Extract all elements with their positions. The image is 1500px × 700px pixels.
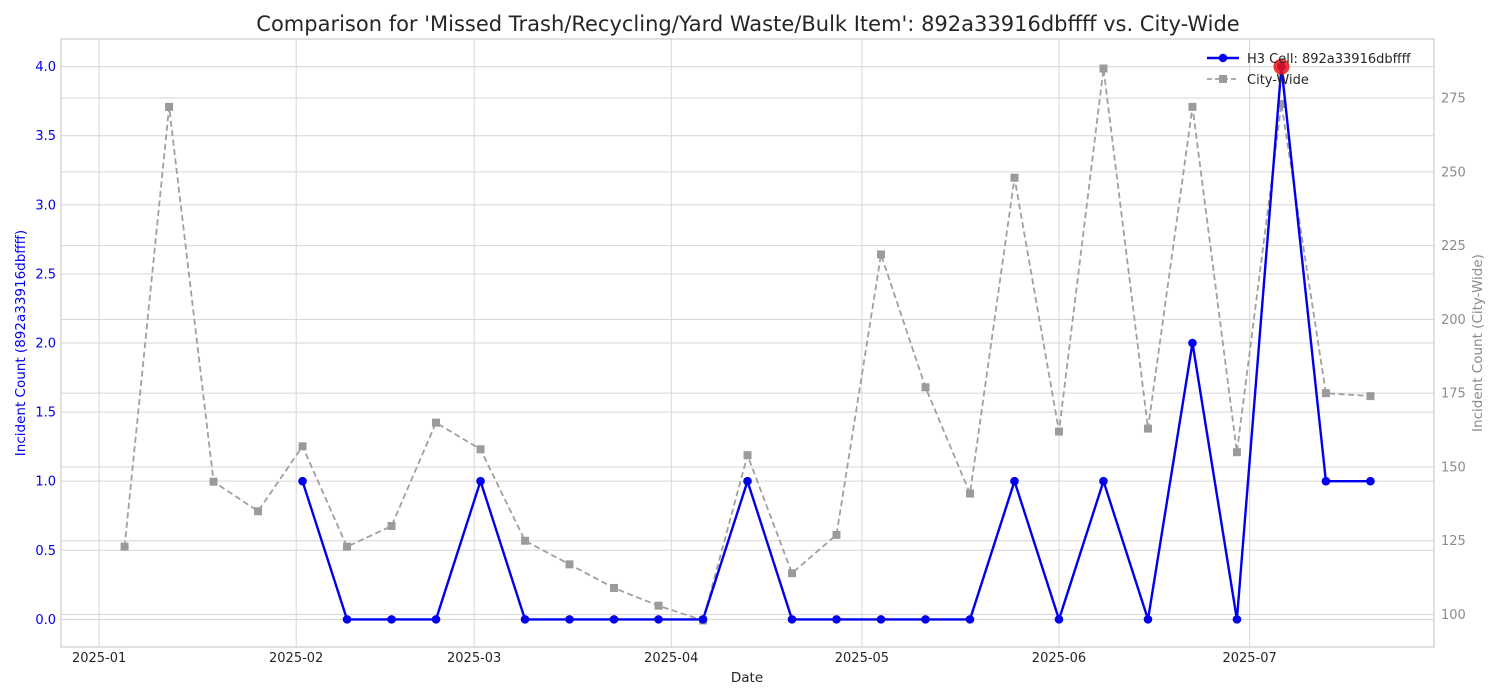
citywide-point [209,477,218,486]
citywide-point [1188,102,1197,111]
citywide-point [120,542,129,551]
left-y-tick-label: 2.0 [35,337,56,352]
h3-cell-point [1232,615,1242,624]
citywide-line [123,68,1371,622]
citywide-point [1277,99,1286,108]
left-y-tick-label: 3.5 [35,129,56,144]
citywide-point [743,451,752,460]
x-tick-label: 2025-05 [835,651,889,666]
h3-cell-point [609,615,619,624]
right-y-tick-label: 150 [1441,460,1466,475]
x-tick-label: 2025-07 [1222,651,1276,666]
grid [61,39,1434,647]
left-y-tick-label: 0.5 [35,544,56,559]
citywide-point [787,569,796,578]
citywide-point [387,521,396,530]
h3-cell-point [1010,476,1019,486]
x-tick-label: 2025-01 [72,651,126,666]
legend-label-h3: H3 Cell: 892a33916dbffff [1247,52,1412,67]
citywide-point [654,601,663,610]
x-tick-label: 2025-02 [269,651,323,666]
h3-cell-point [1099,476,1108,486]
left-y-tick-label: 2.5 [35,267,56,282]
left-y-tick-label: 1.5 [35,406,56,421]
left-y-tick-label: 3.0 [35,198,56,213]
right-y-tick-label: 125 [1441,534,1466,549]
legend-marker-citywide [1219,75,1227,83]
citywide-point [165,102,174,111]
legend: H3 Cell: 892a33916dbffff City-Wide [1207,52,1412,88]
left-y-axis-label: Incident Count (892a33916dbffff) [13,230,29,456]
citywide-point [1366,392,1375,401]
h3-cell-point [1143,615,1153,624]
h3-cell-point [1321,476,1331,486]
citywide-point [1143,424,1152,433]
citywide-point [476,445,485,454]
h3-cell-point [743,476,752,486]
h3-cell-point [387,615,396,624]
h3-cell-point [476,476,485,486]
citywide-point [1099,64,1108,73]
chart-title: Comparison for 'Missed Trash/Recycling/Y… [256,12,1239,36]
series-layer [120,58,1375,625]
citywide-point [1232,448,1241,457]
h3-cell-point [298,476,307,486]
citywide-point [832,530,841,539]
citywide-point [921,383,930,392]
h3-cell-point [431,615,441,624]
h3-cell-point [654,615,663,624]
right-y-tick-label: 100 [1441,608,1466,623]
h3-cell-point [565,615,574,624]
legend-label-citywide: City-Wide [1247,73,1309,88]
x-tick-label: 2025-03 [447,651,501,666]
citywide-point [1010,173,1019,182]
right-y-tick-label: 225 [1441,239,1466,254]
right-y-tick-label: 275 [1441,92,1466,107]
left-y-tick-label: 1.0 [35,475,56,490]
citywide-point [254,507,263,516]
x-axis-label: Date [731,670,763,686]
right-y-tick-label: 200 [1441,313,1466,328]
h3-cell-point [1188,338,1197,348]
left-y-axis-ticks: 0.0 0.5 1.0 1.5 2.0 2.5 3.0 3.5 4.0 [35,60,56,628]
h3-cell-point [787,615,797,624]
right-y-axis-label: Incident Count (City-Wide) [1470,254,1486,432]
h3-cell-point [832,615,841,624]
h3-cell-point [520,615,530,624]
h3-cell-point [342,615,352,624]
citywide-point [298,442,307,451]
citywide-point [965,489,974,498]
left-y-tick-label: 0.0 [35,613,56,628]
citywide-point [1054,427,1063,436]
right-y-tick-label: 250 [1441,165,1466,180]
citywide-point [343,542,352,551]
citywide-point [432,418,441,427]
left-y-tick-label: 4.0 [35,60,56,75]
h3-cell-point [1054,615,1064,624]
h3-cell-point [965,615,975,624]
citywide-point [876,250,885,259]
citywide-point [521,536,530,545]
citywide-point [565,560,574,569]
peak-highlight-marker [1273,58,1290,75]
x-axis-ticks: 2025-01 2025-02 2025-03 2025-04 2025-05 2025-… [72,651,1277,666]
h3-cell-point [1366,476,1375,486]
h3-cell-point [876,615,886,624]
right-y-axis-ticks: 100 125 150 175 200 225 250 275 [1441,92,1466,624]
right-y-tick-label: 175 [1441,387,1466,402]
h3-cell-point [698,615,708,624]
legend-marker-h3 [1218,53,1228,63]
x-tick-label: 2025-06 [1032,651,1086,666]
x-tick-label: 2025-04 [644,651,698,666]
citywide-point [1321,389,1330,398]
citywide-point [610,583,619,592]
plot-frame [60,38,1435,648]
h3-cell-point [921,615,930,624]
